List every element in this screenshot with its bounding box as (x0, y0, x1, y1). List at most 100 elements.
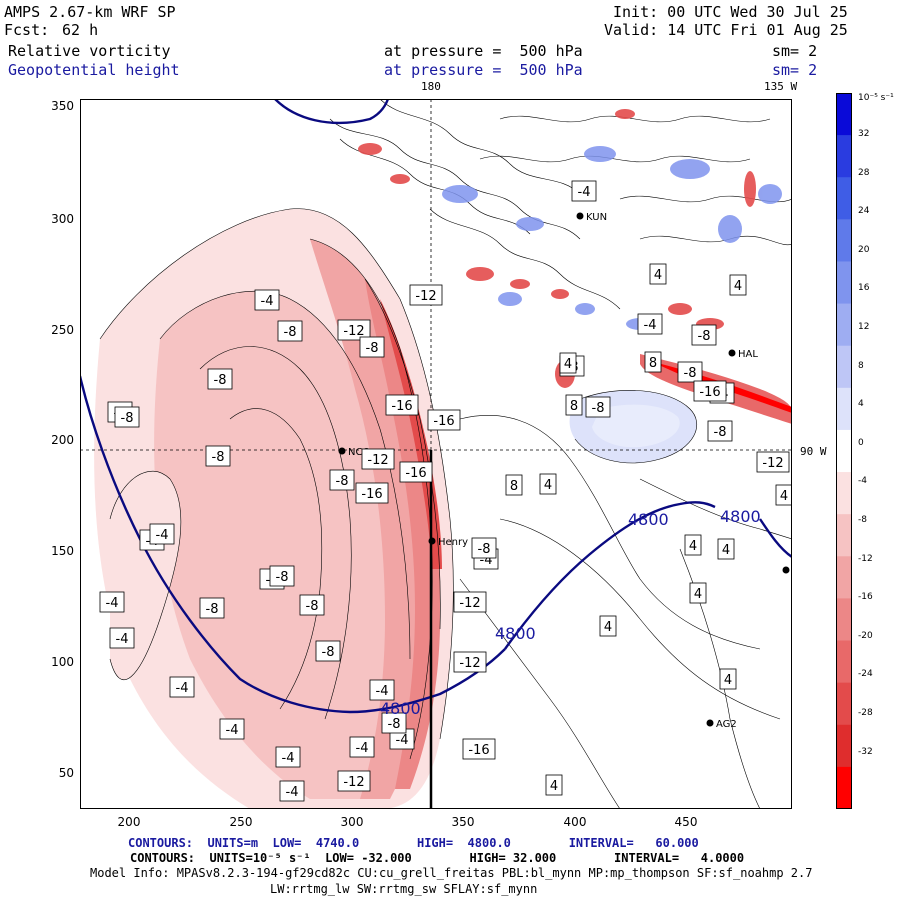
svg-text:-8: -8 (322, 645, 335, 660)
colorbar-label: 4 (858, 399, 864, 410)
colorbar-label: -20 (858, 630, 873, 641)
vorticity-label: -8 (329, 469, 355, 491)
colorbar-bin (836, 640, 852, 684)
svg-text:-4: -4 (376, 684, 389, 699)
y-tick: 100 (51, 655, 74, 669)
vorticity-label: -16 (355, 482, 389, 504)
vorticity-label: -4 (369, 679, 395, 701)
svg-text:-8: -8 (366, 341, 379, 356)
vorticity-label: 4 (729, 274, 747, 296)
colorbar-bin (836, 303, 852, 347)
x-tick: 400 (563, 815, 587, 829)
geopotential-contour-4800-east (504, 501, 716, 650)
x-tick: 250 (229, 815, 253, 829)
svg-text:-12: -12 (459, 596, 480, 611)
vorticity-label: -8 (585, 396, 611, 418)
level-vorticity: at pressure = 500 hPa (384, 42, 583, 60)
svg-text:-4: -4 (356, 741, 369, 756)
vorticity-label: -4 (149, 523, 175, 545)
svg-text:-4: -4 (261, 294, 274, 309)
station-ag2: AG2 (706, 719, 737, 730)
svg-text:-8: -8 (284, 325, 297, 340)
colorbar-label: -24 (858, 669, 873, 680)
x-tick: 450 (674, 815, 698, 829)
vorticity-label: -8 (199, 597, 225, 619)
vorticity-label: -4 (349, 736, 375, 758)
svg-text:-8: -8 (478, 542, 491, 557)
vorticity-label: -8 (114, 406, 140, 428)
station-label: NCO (348, 447, 370, 458)
svg-text:-12: -12 (415, 289, 436, 304)
vorticity-label: -8 (381, 712, 407, 734)
vorticity-label: -16 (427, 409, 461, 431)
colorbar-bin (836, 766, 852, 809)
colorbar-bin (836, 135, 852, 178)
vorticity-label: -12 (409, 284, 443, 306)
colorbar-bin (836, 556, 852, 599)
y-tick: 350 (51, 99, 74, 113)
colorbar-label: 12 (858, 322, 870, 332)
vorticity-label: 8 (644, 351, 662, 373)
station-henry: Henry (428, 537, 468, 548)
svg-text:-4: -4 (156, 528, 169, 543)
svg-text:-12: -12 (367, 453, 388, 468)
vorticity-label: -4 (254, 289, 280, 311)
colorbar-label: 32 (858, 129, 870, 139)
svg-text:-16: -16 (699, 385, 720, 400)
svg-text:8: 8 (510, 479, 518, 494)
vorticity-label: -8 (677, 361, 703, 383)
vorticity-label: -8 (315, 640, 341, 662)
svg-text:-4: -4 (176, 681, 189, 696)
height-label: 4800 (720, 507, 761, 526)
contours-height-info: CONTOURS: UNITS=m LOW= 4740.0 HIGH= 4800… (128, 836, 699, 850)
model-title: AMPS 2.67-km WRF SP (4, 3, 176, 21)
vorticity-label: -4 (571, 180, 597, 202)
station-nco: NCO (338, 447, 370, 458)
vorticity-label: -16 (385, 394, 419, 416)
lon-label-135w: 135 W (764, 80, 798, 93)
station-label: Henry (438, 537, 468, 548)
svg-text:4: 4 (544, 478, 552, 493)
colorbar-label: -32 (858, 746, 873, 757)
vorticity-label: -4 (169, 676, 195, 698)
model-info: Model Info: MPASv8.2.3-194-gf29cd82c CU:… (90, 866, 813, 880)
svg-text:-16: -16 (405, 466, 426, 481)
svg-text:-8: -8 (388, 717, 401, 732)
vorticity-fill-core (365, 279, 441, 789)
smoothing-geopotential: sm= 2 (772, 61, 818, 79)
field-geopotential: Geopotential height (8, 61, 180, 79)
init-time: Init: 00 UTC Wed 30 Jul 25 (613, 3, 848, 21)
svg-text:-4: -4 (282, 751, 295, 766)
vorticity-label: -12 (453, 651, 487, 673)
svg-text:-12: -12 (459, 656, 480, 671)
colorbar-bin (836, 472, 852, 515)
svg-text:-8: -8 (212, 450, 225, 465)
svg-text:-16: -16 (361, 487, 382, 502)
vorticity-label: -4 (389, 728, 415, 750)
forecast-label: Fcst: (4, 21, 50, 39)
vorticity-fill-mid (154, 291, 410, 799)
svg-text:4: 4 (724, 673, 732, 688)
vorticity-label: -8 (691, 324, 717, 346)
svg-text:-4: -4 (116, 632, 129, 647)
station-label: HAL (738, 349, 758, 360)
vorticity-label: -4 (279, 780, 305, 802)
colorbar-bin (836, 682, 852, 726)
colorbar-label: 24 (858, 206, 870, 217)
vorticity-label: -8 (707, 420, 733, 442)
height-label: 4800 (380, 699, 421, 718)
height-label: 4800 (495, 624, 536, 643)
svg-text:-8: -8 (214, 373, 227, 388)
convective-blue-cells (442, 146, 782, 330)
vorticity-label: 4 (775, 484, 792, 506)
svg-text:8: 8 (649, 356, 657, 371)
svg-text:-8: -8 (592, 401, 605, 416)
colorbar-label: -12 (858, 553, 873, 564)
colorbar-label: -28 (858, 708, 873, 718)
svg-text:-12: -12 (343, 324, 364, 339)
svg-text:-12: -12 (343, 775, 364, 790)
vorticity-label: 8 (565, 394, 583, 416)
colorbar-label: 28 (858, 167, 870, 178)
vorticity-fill-strong (380, 299, 442, 569)
colorbar-label: -8 (858, 515, 867, 525)
